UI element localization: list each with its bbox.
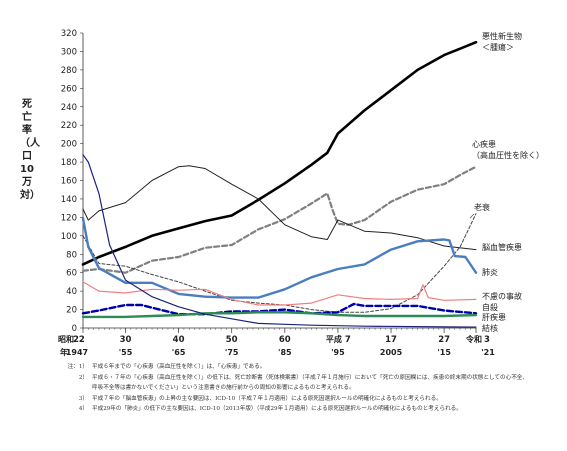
y-tick-label: 300: [61, 47, 77, 57]
note-item: 3） 平成７年の「脳血管疾患」の上昇の主な要因は、ICD-10（平成７年１月適用）…: [62, 394, 532, 405]
note-text: 平成29年の「肺炎」の低下の主な要因は、ICD-10（2013年版）（平成29年…: [92, 406, 462, 413]
y-tick-label: 160: [61, 177, 77, 187]
note-text: 平成６年までの「心疾患（高血圧性を除く）」は、「心疾患」である。: [92, 364, 266, 370]
y-tick-label: 240: [61, 103, 77, 113]
series-label-7: 自殺: [482, 302, 498, 312]
x-tick-label-top: 60: [279, 335, 291, 345]
x-era-label: 平成: [326, 334, 342, 344]
series-label-5: 肺炎: [482, 268, 498, 277]
series-line-9: [82, 154, 477, 328]
y-tick-label: 200: [61, 140, 77, 150]
series-line-2: [81, 165, 478, 274]
y-tick-label: 260: [61, 84, 77, 94]
x-tick-label-top: 7: [345, 335, 351, 345]
x-tick-label-bottom: '75: [225, 348, 239, 357]
notes: 注：1） 平成６年までの「心疾患（高血圧性を除く）」は、「心疾患」である。 2） 平成…: [62, 362, 532, 415]
series-label-2: （高血圧性を除く）: [472, 150, 544, 160]
series-label-3: 老衰: [474, 202, 490, 212]
x-tick-label-bottom: '55: [119, 348, 133, 357]
series-label-1: ＜腫瘍＞: [482, 42, 514, 52]
series-line-7: [81, 302, 478, 316]
x-tick-label-top: 40: [173, 335, 185, 345]
series-line-3: [82, 213, 477, 313]
x-tick-label-bottom: '21: [481, 348, 495, 357]
x-tick-label-bottom: '95: [331, 348, 345, 357]
y-tick-label: 180: [61, 158, 77, 168]
x-tick-label-top: 30: [120, 335, 132, 345]
y-axis-label: 死亡率（人口10万対）: [20, 99, 40, 201]
x-tick-label-top: 3: [484, 335, 490, 345]
note-number: 3）: [78, 395, 88, 402]
x-tick-label-bottom: '85: [278, 348, 292, 357]
note-number: 4）: [78, 406, 88, 413]
series-label-2: 心疾患: [472, 139, 496, 149]
note-number: 注：1）: [67, 364, 88, 370]
x-axis-label: 年: [60, 347, 68, 357]
x-tick-label-bottom: 1947: [66, 348, 88, 357]
x-tick-label-top: 22: [73, 335, 85, 345]
x-tick-label-bottom: '15: [437, 348, 451, 357]
series-label-4: 脳血管疾患: [482, 242, 522, 252]
x-era-label: 令和: [465, 334, 482, 344]
y-tick-label: 280: [61, 66, 77, 76]
series-line-1: [81, 40, 478, 266]
series-label-6: 不慮の事故: [482, 291, 522, 301]
chart: 0 20 40 60 80 100 120 140 160 180 200 220 240 260 280 3…: [58, 29, 544, 357]
y-tick-label: 80: [66, 250, 77, 260]
note-item: 2） 平成６・７年の「心疾患（高血圧性を除く）」の低下は、死亡診断書（死体検案書）…: [62, 373, 532, 394]
series-label-9: 結核: [482, 323, 498, 333]
y-tick-label: 120: [61, 213, 77, 223]
note-text: 平成６・７年の「心疾患（高血圧性を除く）」の低下は、死亡診断書（死体検案書）（平…: [92, 374, 528, 392]
series-line-5: [81, 217, 478, 299]
x-tick-label-bottom: '65: [172, 348, 186, 357]
y-tick-label: 60: [66, 269, 77, 279]
series-label-1: 悪性新生物: [482, 31, 522, 41]
y-tick-label: 220: [61, 121, 77, 131]
x-tick-label-top: 17: [385, 335, 397, 345]
y-tick-label: 20: [66, 306, 77, 316]
x-tick-label-top: 27: [438, 335, 450, 345]
series-line-6: [82, 281, 477, 306]
y-tick-label: 0: [72, 324, 77, 334]
series-label-8: 肝疾患: [482, 312, 506, 322]
note-text: 平成７年の「脳血管疾患」の上昇の主な要因は、ICD-10（平成７年１月適用）によ…: [92, 395, 442, 402]
y-tick-label: 320: [61, 29, 77, 39]
series-line-4: [82, 165, 477, 251]
note-item: 4） 平成29年の「肺炎」の低下の主な要因は、ICD-10（2013年版）（平成2…: [62, 404, 532, 415]
note-number: 2）: [78, 374, 88, 381]
x-era-label: 昭和: [58, 334, 74, 344]
label-connector: [469, 213, 475, 219]
y-tick-label: 40: [66, 287, 77, 297]
x-tick-label-top: 50: [226, 335, 238, 345]
y-tick-label: 140: [61, 195, 77, 205]
series-line-8: [81, 311, 478, 319]
note-item: 注：1） 平成６年までの「心疾患（高血圧性を除く）」は、「心疾患」である。: [62, 362, 532, 373]
x-tick-label-bottom: 2005: [380, 348, 403, 357]
y-tick-label: 100: [61, 232, 77, 242]
